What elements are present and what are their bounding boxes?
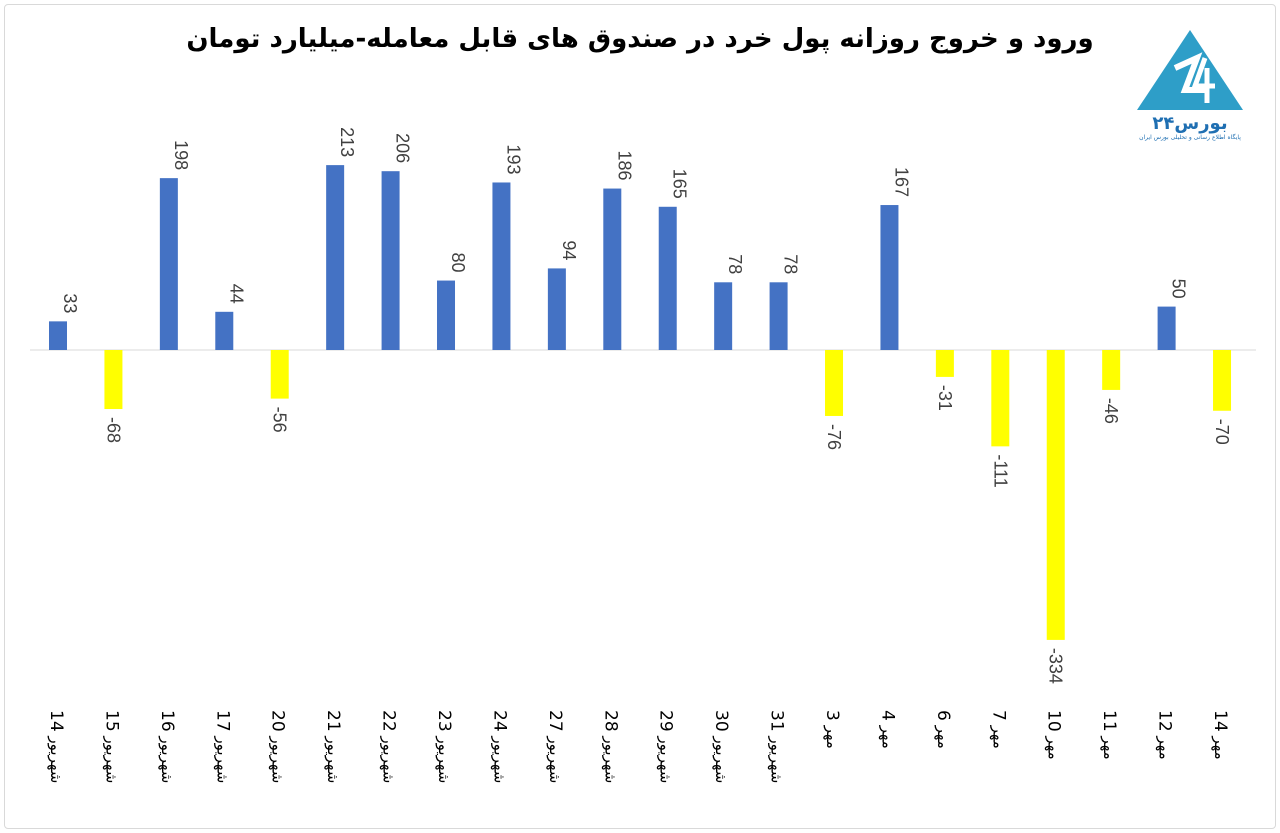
data-label: 50 [1169,279,1189,299]
category-label: 31 شهریور [767,710,787,783]
data-label: -111 [990,454,1010,487]
data-label: 167 [891,167,911,197]
category-label: 14 مهر [1210,710,1230,760]
category-label: 23 شهریور [434,710,454,783]
bar [49,321,67,350]
category-label: 30 شهریور [711,710,731,783]
bar [1157,306,1176,350]
data-label: 198 [171,140,191,170]
data-label: -68 [103,417,123,443]
bar [104,350,123,410]
category-label: 27 شهریور [545,710,565,783]
category-label: 6 مهر [933,710,953,749]
bar [1102,350,1121,390]
data-label: 213 [337,127,357,157]
bar [935,350,954,377]
category-label: 15 شهریور [101,710,121,783]
category-label: 20 شهریور [268,710,288,783]
category-label: 17 شهریور [212,710,232,783]
data-label: -31 [935,385,955,411]
chart-frame [4,4,1276,829]
bar [215,311,234,350]
data-label: -70 [1212,419,1232,445]
bar [547,268,566,350]
bar [1213,350,1232,411]
bar [603,188,622,350]
logo: بورس۲۴ پایگاه اطلاع رسانی و تحلیلی بورس … [1120,28,1260,141]
bar [991,350,1010,447]
data-label: 193 [503,144,523,174]
bar [880,205,899,350]
category-label: 12 مهر [1155,710,1175,760]
category-label: 16 شهریور [157,710,177,783]
bar [381,171,400,350]
category-label: 14 شهریور [46,710,66,783]
category-label: 29 شهریور [656,710,676,783]
logo-name: بورس۲۴ [1152,113,1228,134]
bar [825,350,844,416]
data-label: 44 [226,284,246,304]
data-label: 78 [781,254,801,274]
bar [159,178,178,350]
chart-title: ورود و خروج روزانه پول خرد در صندوق های … [186,24,1094,54]
category-label: 22 شهریور [379,710,399,783]
data-label: 78 [725,254,745,274]
bar [270,350,289,399]
category-label: 21 شهریور [323,710,343,783]
data-label: 94 [559,240,579,260]
bar [769,282,788,350]
category-label: 28 شهریور [600,710,620,783]
bar [658,206,677,350]
data-label: -334 [1046,648,1066,684]
category-label: 10 مهر [1044,710,1064,760]
data-label: 33 [60,293,80,313]
category-label: 4 مهر [877,710,897,749]
data-label: 206 [393,133,413,163]
logo-triangle-icon [1137,30,1243,110]
bar [437,280,456,350]
category-label: 11 مهر [1099,710,1119,760]
data-label: -46 [1101,398,1121,424]
data-label: -56 [270,407,290,433]
category-label: 7 مهر [988,710,1008,749]
data-label: 80 [448,253,468,273]
data-label: 186 [614,151,634,181]
bar [492,182,511,350]
category-label: 24 شهریور [489,710,509,783]
data-label: 165 [670,169,690,199]
category-label: 3 مهر [822,710,842,749]
bar [326,165,345,350]
bar [1046,350,1065,640]
data-label: -76 [824,424,844,450]
logo-tagline: پایگاه اطلاع رسانی و تحلیلی بورس ایران [1139,134,1241,141]
bar [714,282,733,350]
